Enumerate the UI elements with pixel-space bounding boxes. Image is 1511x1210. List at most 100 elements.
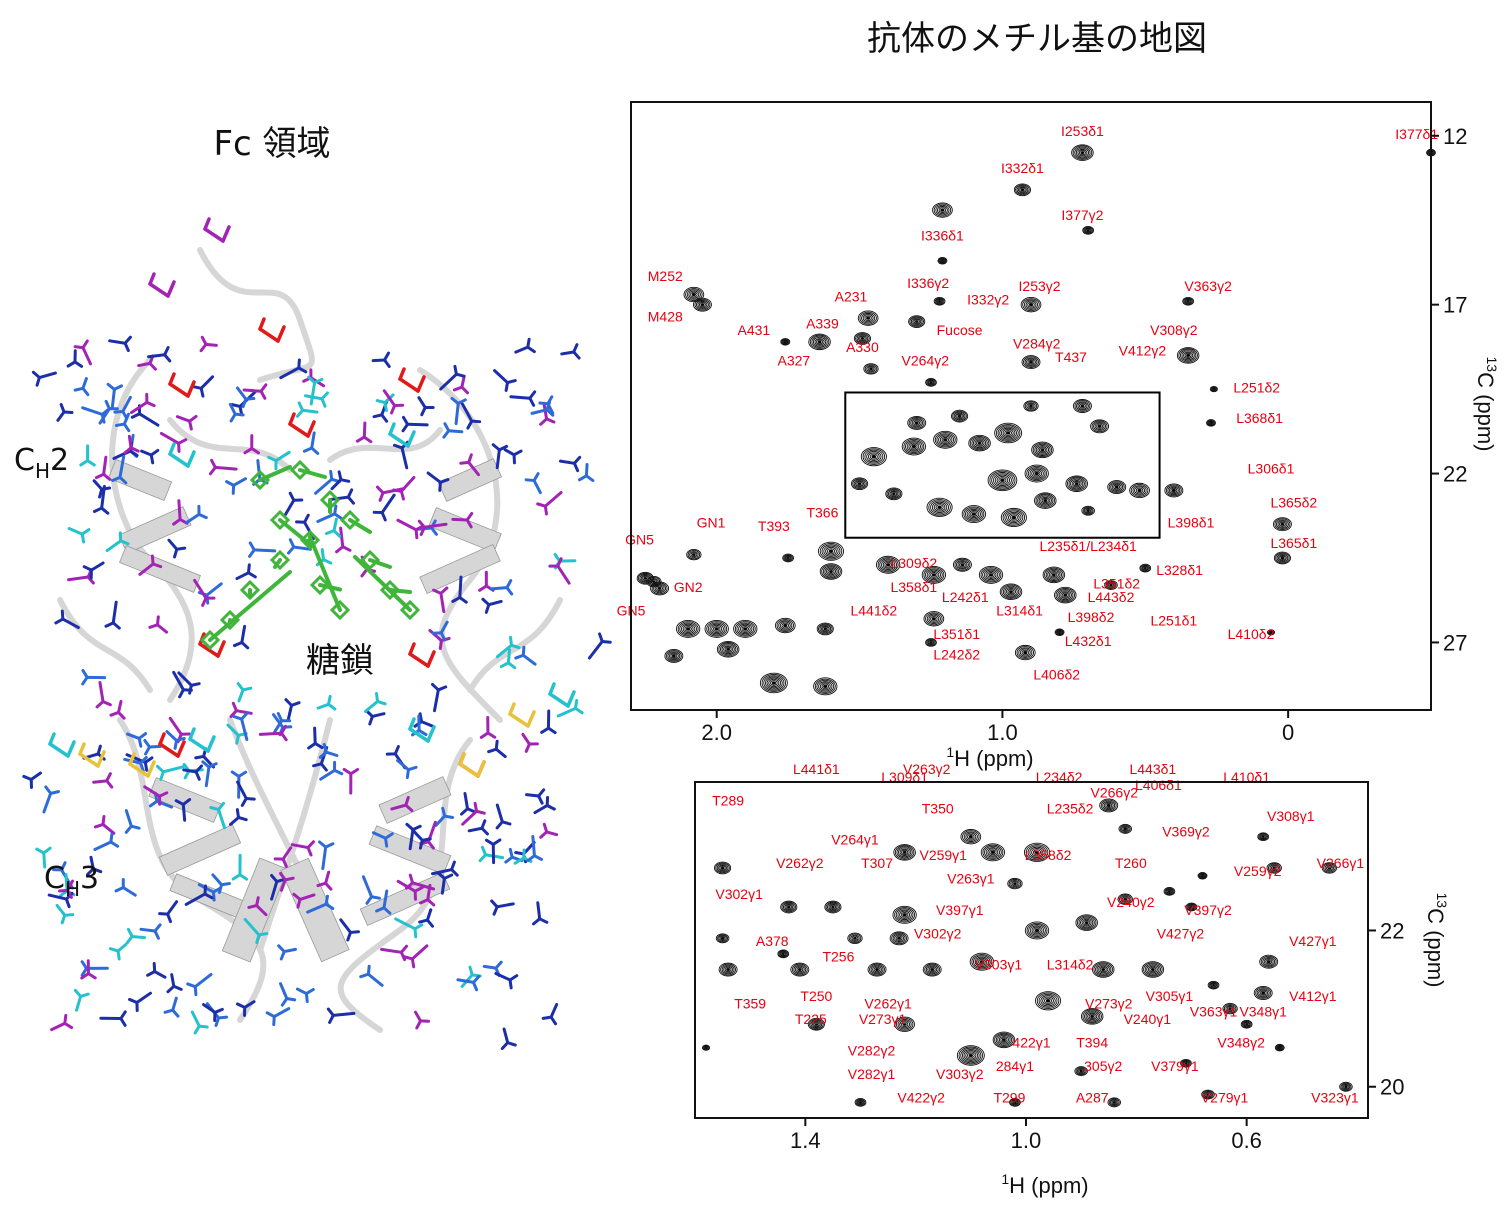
- side-chain: [35, 846, 52, 869]
- peak-4: [894, 1016, 915, 1032]
- peak-label: L441δ1: [793, 761, 840, 777]
- peak-label: T359: [734, 996, 766, 1012]
- peak-label: V266γ2: [1091, 785, 1139, 801]
- peak-assignment-labels: V279γ1 V323γ1 V422γ2 T299 A287 V282γ1 V303γ2 28…: [712, 761, 1364, 1105]
- dense-peak-22: [907, 415, 927, 430]
- side-chain: [539, 402, 556, 426]
- side-chain: [105, 531, 130, 553]
- peak-21: [1206, 419, 1216, 427]
- side-chain: [364, 691, 387, 713]
- side-chain: [418, 883, 436, 907]
- peak-3: [932, 202, 953, 218]
- peak-label: L406δ1: [1135, 777, 1182, 793]
- side-chain: [304, 391, 329, 408]
- dense-peak-18: [851, 477, 869, 491]
- side-chain: [56, 403, 74, 422]
- side-chain: [436, 871, 454, 895]
- peak-label: A378: [756, 933, 789, 949]
- side-chain: [172, 670, 193, 699]
- side-chain: [22, 771, 43, 789]
- peak-label: L314δ1: [996, 602, 1043, 618]
- peak-46: [704, 619, 729, 638]
- side-chain: [242, 383, 268, 400]
- side-chain: [494, 971, 519, 990]
- highlight-residue-1: [148, 272, 176, 298]
- side-chain: [114, 412, 131, 433]
- y-axis-label: 13C (ppm): [1473, 356, 1500, 451]
- side-chain: [106, 382, 124, 409]
- peak-29: [1023, 842, 1051, 862]
- peak-49: [854, 1098, 867, 1107]
- peak-39: [1141, 961, 1165, 978]
- highlight-residue-2: [258, 317, 286, 343]
- peak-44: [1185, 902, 1198, 912]
- side-chain: [431, 620, 449, 642]
- side-chain: [270, 874, 286, 901]
- highlight-residue-19: [388, 422, 416, 448]
- side-chain: [147, 346, 172, 363]
- peak-label: V263γ1: [947, 871, 995, 887]
- peak-label: A339: [806, 315, 839, 331]
- highlight-residue-12: [508, 702, 536, 728]
- ch2-label: CH2: [14, 443, 69, 483]
- side-chain: [318, 742, 339, 759]
- side-chain: [155, 764, 185, 781]
- peak-label: A231: [835, 288, 868, 304]
- side-chain: [371, 831, 394, 848]
- side-chain: [307, 726, 324, 750]
- dense-peak-15: [1034, 492, 1057, 509]
- peak-label: GN1: [697, 515, 726, 531]
- side-chain: [114, 878, 137, 897]
- side-chain: [382, 389, 405, 415]
- peak-label: L441δ2: [850, 602, 897, 618]
- side-chain: [509, 390, 537, 407]
- side-chain: [532, 901, 549, 926]
- peak-label: 422γ1: [1012, 1035, 1050, 1051]
- side-chain: [67, 526, 91, 544]
- side-chain: [82, 561, 105, 580]
- side-chain: [283, 491, 304, 518]
- peak-label: T307: [861, 855, 893, 871]
- side-chain: [316, 870, 333, 891]
- highlight-residue-15: [548, 682, 576, 708]
- beta-strand-0: [107, 458, 173, 502]
- side-chain: [330, 470, 351, 491]
- side-chain: [487, 739, 507, 759]
- side-chain: [587, 632, 612, 660]
- peak-32: [1099, 798, 1119, 813]
- axis-ticks: 1.4 1.0 0.6 20 22: [790, 918, 1404, 1153]
- peak-7: [969, 952, 995, 971]
- side-chain: [500, 1027, 517, 1051]
- side-chain: [490, 899, 515, 916]
- inset-box: [844, 391, 1161, 539]
- peak-3: [1034, 991, 1062, 1011]
- side-chain: [243, 434, 260, 455]
- peak-label: V323γ1: [1311, 1089, 1359, 1105]
- beta-strand-7: [158, 824, 242, 876]
- side-chain: [163, 996, 180, 1018]
- y-tick-label: 22: [1380, 918, 1404, 943]
- peak-20: [892, 905, 917, 924]
- side-chain: [307, 375, 324, 406]
- peak-2: [1080, 1008, 1104, 1025]
- peak-label: L251δ2: [1233, 379, 1280, 395]
- beta-strand-9: [378, 776, 452, 824]
- dense-peak-14: [1000, 507, 1027, 528]
- side-chain: [128, 991, 152, 1013]
- side-chain: [452, 375, 470, 395]
- peak-8: [1091, 961, 1115, 978]
- dense-peak-0: [860, 447, 887, 467]
- side-chain: [73, 377, 90, 397]
- side-chain: [442, 422, 464, 439]
- peak-41: [1266, 862, 1282, 874]
- side-chain: [439, 364, 466, 391]
- peak-14: [807, 1017, 825, 1031]
- peak-18: [863, 363, 879, 375]
- side-chain: [67, 568, 95, 585]
- x-tick-label: 1.4: [790, 1128, 821, 1153]
- peak-label: L432δ1: [1065, 633, 1112, 649]
- ribbon-0: [197, 247, 315, 383]
- dense-peak-6: [1072, 399, 1092, 413]
- peak-label: I253γ2: [1019, 278, 1061, 294]
- peak-41: [923, 611, 945, 627]
